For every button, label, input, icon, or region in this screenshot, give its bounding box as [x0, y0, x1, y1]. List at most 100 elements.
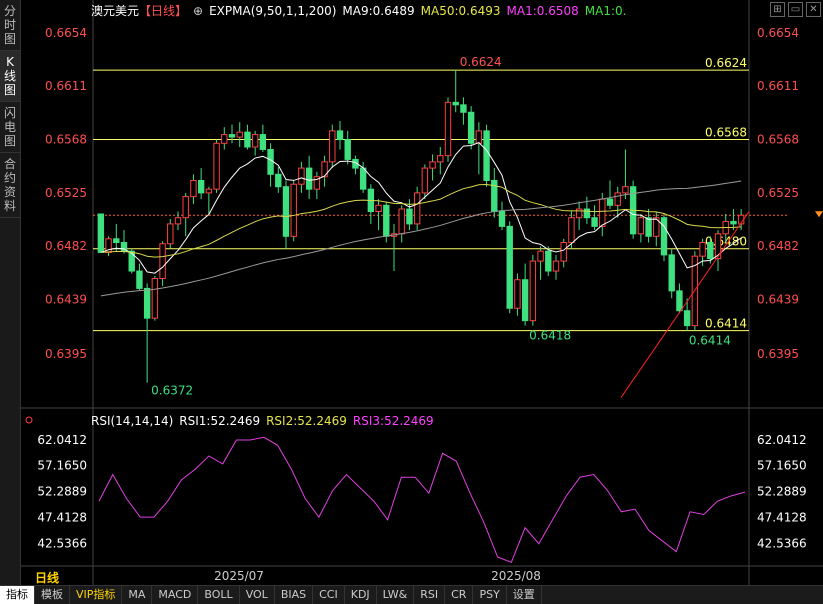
candle-body [483, 130, 490, 181]
symbol-name[interactable]: 澳元美元 [91, 4, 140, 18]
candle-body [568, 217, 575, 244]
rsi-tick-right: 57.1650 [757, 459, 807, 473]
side-tab-3[interactable]: 合约资料 [0, 153, 20, 218]
price-tick-left: 0.6395 [45, 347, 87, 361]
level-label: 0.6568 [705, 126, 747, 140]
candle-body [683, 310, 691, 327]
chart-area[interactable]: 0.6654 0.6654 0.6611 0.6611 0.6568 0.6568 0.65… [21, 0, 823, 585]
candle-body [136, 270, 143, 289]
chart-header: 澳元美元【日线】 ⊕ EXPMA(9,50,1,1,200) MA9:0.6489 MA… [91, 2, 632, 18]
side-tab-0[interactable]: 分时图 [0, 0, 20, 51]
rsi-tick-right: 52.2889 [757, 485, 807, 499]
low-annotation-3: 0.6372 [151, 384, 193, 398]
candle-body [444, 101, 452, 157]
indicator-tab-8[interactable]: CCI [313, 586, 345, 604]
candle-body [676, 290, 683, 312]
price-tick-right: 0.6568 [757, 133, 799, 147]
candle-body [205, 188, 213, 194]
candle-body [228, 134, 236, 138]
price-tick-right: 0.6611 [757, 79, 799, 93]
ma1-value-2: MA1:0. [584, 4, 627, 18]
rsi-tick-right: 42.5366 [757, 537, 807, 551]
indicator-tab-1[interactable]: 模板 [35, 586, 70, 604]
candle-body [645, 217, 652, 237]
candle-body [305, 167, 313, 190]
candle-body [452, 101, 459, 106]
side-tab-2[interactable]: 闪电图 [0, 102, 20, 153]
indicator-tab-4[interactable]: MACD [152, 586, 199, 604]
candle-body [660, 217, 668, 256]
indicator-tab-11[interactable]: RSI [414, 586, 446, 604]
rsi-label: RSI(14,14,14) [91, 414, 174, 428]
rsi-settings-icon [25, 416, 33, 424]
candle-body [429, 161, 436, 169]
candle-body [190, 179, 197, 198]
rsi-tick-right: 47.4128 [757, 511, 807, 525]
close-icon[interactable]: ✕ [806, 2, 821, 17]
candle-body [606, 198, 614, 206]
date-label-jul: 2025/07 [214, 569, 264, 583]
restore-icon[interactable]: ▭ [788, 2, 803, 17]
price-tick-right: 0.6654 [757, 26, 799, 40]
candle-body [329, 130, 336, 163]
rsi-tick-left: 57.1650 [37, 459, 87, 473]
ma50-line [100, 184, 742, 258]
candle-body [467, 111, 475, 144]
indicator-tab-5[interactable]: BOLL [198, 586, 240, 604]
rsi-header: RSI(14,14,14) RSI1:52.2469 RSI2:52.2469 RSI… [91, 414, 440, 428]
candle-body [537, 250, 544, 262]
candle-body [460, 104, 467, 113]
candle-body [375, 204, 382, 213]
candle-body [251, 134, 259, 148]
zoom-icon[interactable]: ⊕ [193, 4, 204, 18]
period-name[interactable]: 【日线】 [139, 4, 188, 18]
candle-body [668, 254, 675, 292]
current-price-arrow-icon [815, 211, 823, 218]
candle-body [498, 211, 506, 227]
indicator-tab-3[interactable]: MA [122, 586, 153, 604]
period-label[interactable]: 日线 [35, 571, 60, 585]
candle-body [383, 204, 390, 237]
indicator-tab-6[interactable]: VOL [240, 586, 275, 604]
candle-body [514, 279, 521, 309]
candle-body [437, 155, 444, 163]
candle-body [359, 167, 367, 190]
candle-body [97, 213, 105, 253]
ma50-value: MA50:0.6493 [420, 4, 501, 18]
indicator-tab-10[interactable]: LW& [377, 586, 415, 604]
price-tick-left: 0.6482 [45, 239, 87, 253]
chart-canvas[interactable]: 0.6654 0.6654 0.6611 0.6611 0.6568 0.6568 0.65… [21, 0, 823, 585]
expand-icon[interactable]: ⊞ [770, 2, 785, 17]
ma1-value: MA1:0.6508 [506, 4, 579, 18]
candle-body [421, 167, 429, 194]
candle-body [653, 217, 660, 237]
indicator-tab-7[interactable]: BIAS [275, 586, 314, 604]
indicator-tab-13[interactable]: PSY [473, 586, 507, 604]
price-tick-right: 0.6395 [757, 347, 799, 361]
ma9-line [100, 142, 742, 274]
candle-body [714, 233, 722, 260]
candle-body [560, 242, 567, 262]
price-tick-right: 0.6482 [757, 239, 799, 253]
candle-body [244, 131, 251, 148]
indicator-tab-2[interactable]: VIP指标 [70, 586, 123, 604]
candle-body [614, 192, 621, 206]
indicator-tab-12[interactable]: CR [445, 586, 474, 604]
high-annotation: 0.6624 [460, 55, 502, 69]
candle-body [552, 260, 560, 272]
rsi-tick-left: 42.5366 [37, 537, 87, 551]
indicator-tab-0[interactable]: 指标 [0, 586, 35, 604]
indicator-tab-14[interactable]: 设置 [507, 586, 542, 604]
candle-body [221, 134, 228, 144]
candle-body [730, 220, 737, 225]
indicator-tab-9[interactable]: KDJ [345, 586, 377, 604]
candle-body [197, 179, 205, 194]
price-tick-left: 0.6654 [45, 26, 87, 40]
window-controls: ⊞ ▭ ✕ [767, 1, 821, 17]
rsi3-value: RSI3:52.2469 [352, 414, 434, 428]
candle-body [167, 223, 174, 245]
level-label: 0.6414 [705, 317, 747, 331]
ma200-line [100, 180, 742, 297]
candle-body [575, 208, 583, 219]
